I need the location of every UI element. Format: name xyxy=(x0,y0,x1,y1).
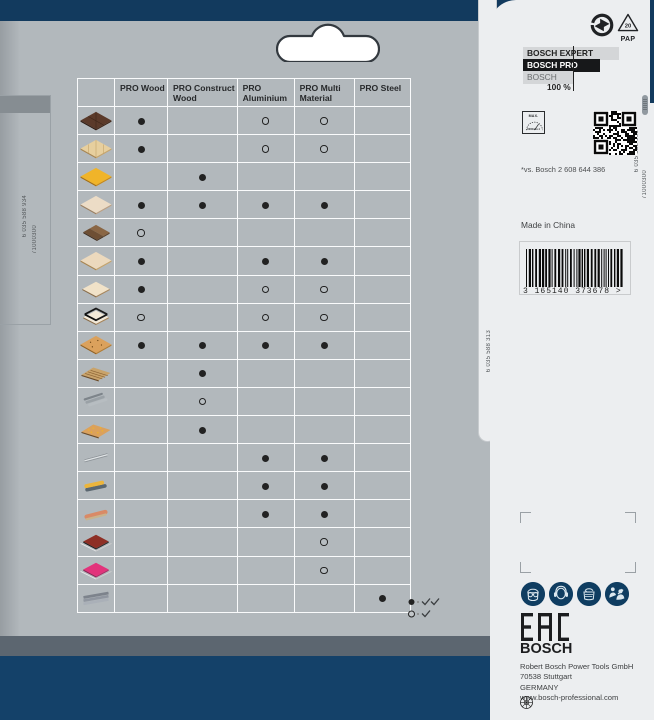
svg-text:20: 20 xyxy=(625,23,632,29)
